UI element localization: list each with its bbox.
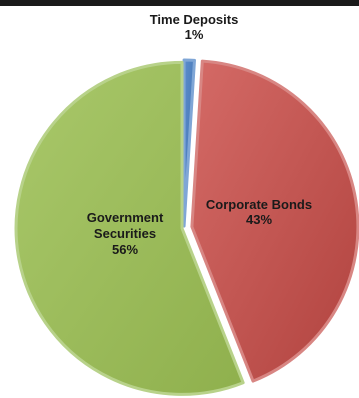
slice-label-line: Securities [94,226,156,241]
pie-slice-time-deposits [182,58,196,228]
top-border [0,0,359,6]
slice-label-line: 56% [112,242,138,257]
slice-label-line: Time Deposits [150,12,239,27]
slice-label-line: Government [87,210,164,225]
pie-slice-corporate-bonds [190,59,359,383]
slice-label-time-deposits: Time Deposits 1% [150,12,239,42]
slice-label-government-securities: Government Securities 56% [87,210,164,257]
slice-label-line: 1% [185,27,204,42]
slice-label-corporate-bonds: Corporate Bonds 43% [206,197,312,227]
slice-label-line: 43% [246,212,272,227]
slice-label-line: Corporate Bonds [206,197,312,212]
pie-slice-government-securities [14,60,245,396]
